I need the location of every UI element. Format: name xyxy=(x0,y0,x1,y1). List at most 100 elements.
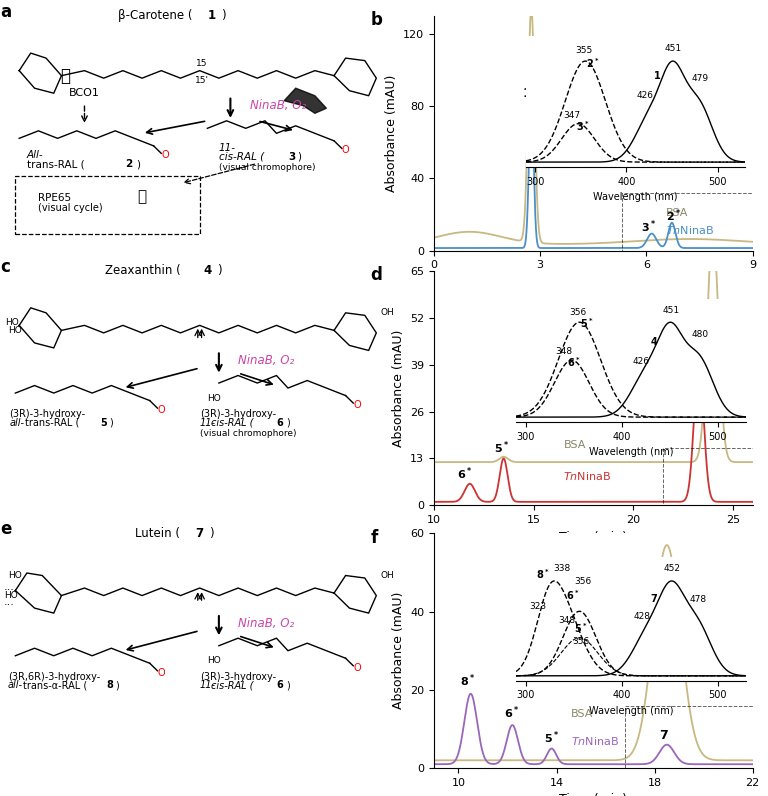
Text: HO: HO xyxy=(5,318,19,327)
Text: $\it{Tn}$NinaB: $\it{Tn}$NinaB xyxy=(571,735,619,747)
Text: 11-: 11- xyxy=(200,681,216,690)
Text: ···: ··· xyxy=(4,585,15,595)
Text: (3R)-3-hydroxy-: (3R)-3-hydroxy- xyxy=(200,672,276,681)
Polygon shape xyxy=(284,88,326,113)
X-axis label: Wavelength (nm): Wavelength (nm) xyxy=(593,193,678,202)
Text: NinaB, O₂: NinaB, O₂ xyxy=(238,354,294,367)
Text: cis-RAL (: cis-RAL ( xyxy=(211,418,253,427)
Text: Zeaxanthin (: Zeaxanthin ( xyxy=(104,264,180,277)
Text: 426: 426 xyxy=(632,357,650,366)
Text: 15: 15 xyxy=(196,59,207,68)
Text: $\mathbf{3^*}$: $\mathbf{3^*}$ xyxy=(641,219,657,235)
Text: (visual chromophore): (visual chromophore) xyxy=(200,429,296,438)
Text: 338: 338 xyxy=(554,564,571,573)
Text: $\mathbf{1}$: $\mathbf{1}$ xyxy=(654,69,661,81)
Text: all-: all- xyxy=(9,418,25,427)
Text: O: O xyxy=(157,405,165,416)
Text: 👤: 👤 xyxy=(137,189,147,204)
Text: β-Carotene (: β-Carotene ( xyxy=(118,10,192,22)
Text: BCO1: BCO1 xyxy=(69,88,100,98)
Text: (3R)-3-hydroxy-: (3R)-3-hydroxy- xyxy=(9,409,86,419)
Text: HO: HO xyxy=(207,393,221,403)
Text: $\mathbf{2}$: $\mathbf{2}$ xyxy=(124,157,133,170)
Text: $\it{Tn}$NinaB: $\it{Tn}$NinaB xyxy=(564,470,611,482)
Text: $\mathbf{3^*}$: $\mathbf{3^*}$ xyxy=(576,119,589,133)
Text: $\mathbf{1}$: $\mathbf{1}$ xyxy=(207,10,216,22)
Text: $\mathbf{7}$: $\mathbf{7}$ xyxy=(660,729,669,742)
Text: 👤: 👤 xyxy=(60,67,71,84)
Text: $\mathbf{5^*}$: $\mathbf{5^*}$ xyxy=(545,729,560,746)
Text: 347: 347 xyxy=(563,111,581,119)
Text: $\mathbf{3}$: $\mathbf{3}$ xyxy=(288,150,296,162)
Text: f: f xyxy=(370,529,377,547)
Text: c: c xyxy=(0,258,10,275)
Text: 428: 428 xyxy=(634,612,650,621)
Text: $\mathbf{2^*}$: $\mathbf{2^*}$ xyxy=(586,57,600,70)
Text: cis-RAL (: cis-RAL ( xyxy=(219,152,264,162)
X-axis label: Wavelength (nm): Wavelength (nm) xyxy=(589,447,674,457)
Text: 11-: 11- xyxy=(200,418,216,427)
Text: 356: 356 xyxy=(569,307,586,317)
Text: 451: 451 xyxy=(664,44,681,53)
Text: O: O xyxy=(353,663,361,673)
X-axis label: Time (min): Time (min) xyxy=(559,794,627,796)
Text: cis-RAL (: cis-RAL ( xyxy=(211,681,253,690)
Text: 356: 356 xyxy=(574,577,592,586)
Text: NinaB, O₂: NinaB, O₂ xyxy=(250,100,306,112)
Text: ): ) xyxy=(286,418,290,427)
Text: ): ) xyxy=(115,681,119,690)
Text: $\it{Tn}$NinaB: $\it{Tn}$NinaB xyxy=(666,224,714,236)
Text: HO: HO xyxy=(4,591,18,600)
Text: 452: 452 xyxy=(663,564,680,573)
Y-axis label: Absorbance (mAU): Absorbance (mAU) xyxy=(392,330,405,447)
Text: $\mathbf{6^*}$: $\mathbf{6^*}$ xyxy=(457,465,472,482)
Text: $\mathbf{5^*}$: $\mathbf{5^*}$ xyxy=(581,316,594,330)
Text: a: a xyxy=(0,3,11,21)
Text: $\mathbf{1}$: $\mathbf{1}$ xyxy=(521,88,531,100)
Text: d: d xyxy=(370,266,382,284)
Text: BSA: BSA xyxy=(571,709,594,720)
Text: 479: 479 xyxy=(692,74,709,84)
Text: b: b xyxy=(370,11,382,29)
Text: 356: 356 xyxy=(572,637,589,646)
Text: 348: 348 xyxy=(558,615,575,625)
Text: $\mathbf{6^*}$: $\mathbf{6^*}$ xyxy=(566,588,580,602)
Text: (3R,6R)-3-hydroxy-: (3R,6R)-3-hydroxy- xyxy=(8,672,100,681)
Text: Lutein (: Lutein ( xyxy=(135,527,180,540)
Text: 323: 323 xyxy=(530,603,547,611)
Text: trans-α-RAL (: trans-α-RAL ( xyxy=(23,681,88,690)
Text: OH: OH xyxy=(380,308,394,318)
Text: trans-RAL (: trans-RAL ( xyxy=(25,418,79,427)
Text: $\mathbf{8}$: $\mathbf{8}$ xyxy=(105,678,114,690)
Text: O: O xyxy=(342,146,349,155)
Text: O: O xyxy=(353,400,361,410)
Text: $\mathbf{6^*}$: $\mathbf{6^*}$ xyxy=(567,355,581,369)
Text: ): ) xyxy=(286,681,290,690)
Text: $\mathbf{7}$: $\mathbf{7}$ xyxy=(195,527,204,540)
X-axis label: Wavelength (nm): Wavelength (nm) xyxy=(589,706,674,716)
Text: (3R)-3-hydroxy-: (3R)-3-hydroxy- xyxy=(200,409,276,419)
Text: $\mathbf{4}$: $\mathbf{4}$ xyxy=(691,345,701,358)
Text: trans-RAL (: trans-RAL ( xyxy=(27,159,84,170)
Text: O: O xyxy=(161,150,169,161)
Text: $\mathbf{5^*}$: $\mathbf{5^*}$ xyxy=(574,622,588,635)
Text: ): ) xyxy=(137,159,141,170)
X-axis label: Time (min): Time (min) xyxy=(559,276,627,289)
Text: O: O xyxy=(157,668,165,678)
Text: OH: OH xyxy=(380,571,394,580)
Text: RPE65: RPE65 xyxy=(38,193,71,203)
Text: ): ) xyxy=(217,264,222,277)
Text: e: e xyxy=(0,521,12,538)
Text: 348: 348 xyxy=(555,348,573,357)
Text: 11-: 11- xyxy=(219,142,236,153)
Text: $\mathbf{6}$: $\mathbf{6}$ xyxy=(276,416,285,427)
Text: 451: 451 xyxy=(662,306,679,314)
Text: ): ) xyxy=(221,10,226,22)
Text: $\mathbf{8^*}$: $\mathbf{8^*}$ xyxy=(460,673,475,689)
Text: HO: HO xyxy=(8,571,22,580)
Text: HO: HO xyxy=(207,656,221,665)
Text: (visual cycle): (visual cycle) xyxy=(38,203,103,213)
Text: All-: All- xyxy=(27,150,44,161)
Text: ···: ··· xyxy=(4,600,15,610)
Text: 478: 478 xyxy=(690,595,707,604)
